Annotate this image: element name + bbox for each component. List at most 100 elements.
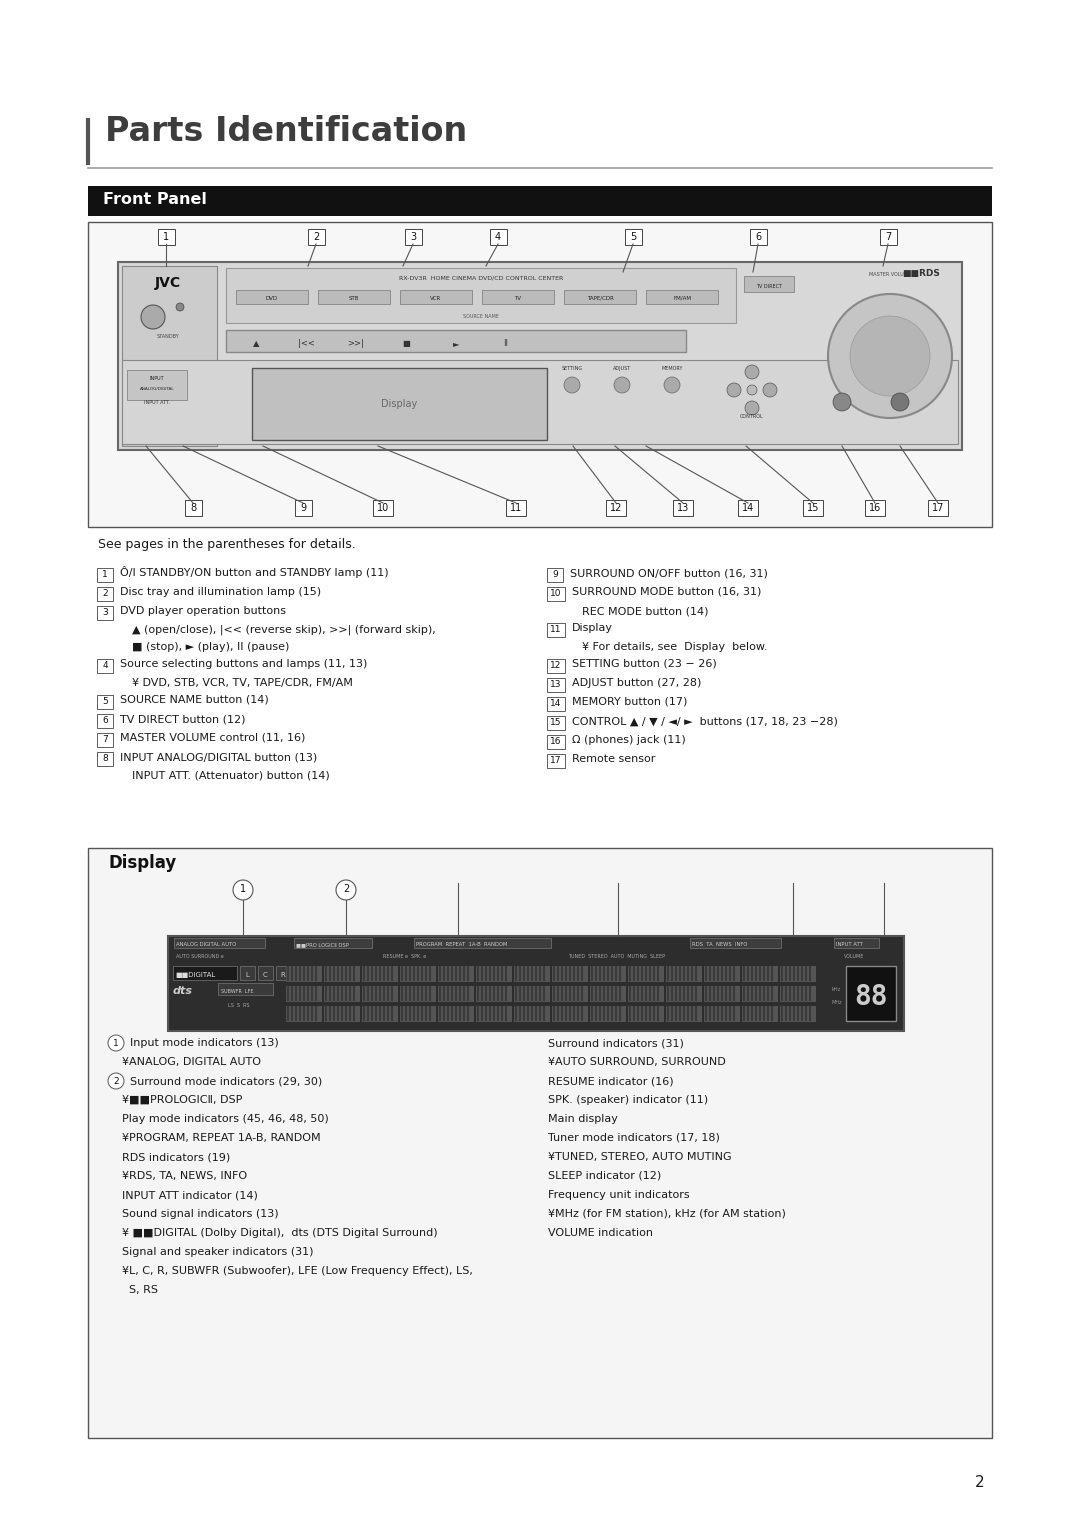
Text: 5: 5 bbox=[630, 232, 636, 242]
Circle shape bbox=[141, 304, 165, 329]
FancyBboxPatch shape bbox=[400, 1006, 436, 1021]
Text: Sound signal indicators (13): Sound signal indicators (13) bbox=[122, 1209, 279, 1219]
FancyBboxPatch shape bbox=[324, 986, 360, 1001]
Text: 17: 17 bbox=[550, 755, 562, 764]
Text: 2: 2 bbox=[975, 1475, 985, 1489]
Text: 10: 10 bbox=[550, 589, 562, 598]
Text: dts: dts bbox=[173, 986, 193, 995]
Text: L: L bbox=[245, 972, 248, 979]
FancyBboxPatch shape bbox=[405, 229, 422, 245]
Text: ¥■■PROLOGICⅡ, DSP: ¥■■PROLOGICⅡ, DSP bbox=[122, 1095, 242, 1105]
Text: 12: 12 bbox=[610, 503, 622, 514]
Text: ¥ ■■DIGITAL (Dolby Digital),  dts (DTS Digital Surround): ¥ ■■DIGITAL (Dolby Digital), dts (DTS Di… bbox=[122, 1228, 437, 1238]
Text: S, RS: S, RS bbox=[122, 1284, 158, 1295]
FancyBboxPatch shape bbox=[476, 1006, 512, 1021]
Text: ■■DIGITAL: ■■DIGITAL bbox=[175, 972, 215, 979]
Text: Play mode indicators (45, 46, 48, 50): Play mode indicators (45, 46, 48, 50) bbox=[122, 1115, 328, 1124]
Text: VCR: VCR bbox=[430, 297, 442, 301]
FancyBboxPatch shape bbox=[627, 986, 664, 1001]
FancyBboxPatch shape bbox=[627, 1006, 664, 1021]
Text: 1: 1 bbox=[103, 570, 108, 579]
Text: 15: 15 bbox=[807, 503, 820, 514]
Text: ►: ► bbox=[453, 339, 459, 349]
FancyBboxPatch shape bbox=[507, 500, 526, 515]
Text: SLEEP indicator (12): SLEEP indicator (12) bbox=[548, 1171, 661, 1180]
Text: TV: TV bbox=[514, 297, 522, 301]
Text: RESUME e  SPK. e: RESUME e SPK. e bbox=[383, 954, 427, 959]
FancyBboxPatch shape bbox=[158, 229, 175, 245]
Text: Ω (phones) jack (11): Ω (phones) jack (11) bbox=[572, 735, 686, 745]
FancyBboxPatch shape bbox=[666, 966, 702, 982]
Text: SPK. (speaker) indicator (11): SPK. (speaker) indicator (11) bbox=[548, 1095, 708, 1105]
FancyBboxPatch shape bbox=[744, 277, 794, 292]
FancyBboxPatch shape bbox=[324, 1006, 360, 1021]
FancyBboxPatch shape bbox=[546, 735, 565, 749]
FancyBboxPatch shape bbox=[218, 983, 273, 995]
Text: ■: ■ bbox=[402, 339, 410, 349]
Text: Display: Display bbox=[108, 855, 176, 872]
Text: Display: Display bbox=[572, 622, 613, 633]
Text: RDS indicators (19): RDS indicators (19) bbox=[122, 1151, 230, 1162]
FancyBboxPatch shape bbox=[780, 986, 816, 1001]
Text: Main display: Main display bbox=[548, 1115, 618, 1124]
Text: SOURCE NAME: SOURCE NAME bbox=[463, 313, 499, 320]
Text: ADJUST button (27, 28): ADJUST button (27, 28) bbox=[572, 677, 701, 688]
FancyBboxPatch shape bbox=[780, 966, 816, 982]
FancyBboxPatch shape bbox=[738, 500, 758, 515]
Text: ¥ANALOG, DIGITAL AUTO: ¥ANALOG, DIGITAL AUTO bbox=[122, 1057, 261, 1067]
Text: AUTO SURROUND e: AUTO SURROUND e bbox=[176, 954, 224, 959]
FancyBboxPatch shape bbox=[252, 368, 546, 440]
FancyBboxPatch shape bbox=[742, 966, 778, 982]
Circle shape bbox=[108, 1035, 124, 1050]
FancyBboxPatch shape bbox=[226, 268, 735, 323]
Text: Signal and speaker indicators (31): Signal and speaker indicators (31) bbox=[122, 1248, 313, 1257]
Text: STB: STB bbox=[349, 297, 360, 301]
FancyBboxPatch shape bbox=[258, 966, 273, 980]
Text: ANALOG DIGITAL AUTO: ANALOG DIGITAL AUTO bbox=[176, 942, 237, 946]
Text: 9: 9 bbox=[552, 570, 558, 579]
Text: 17: 17 bbox=[932, 503, 944, 514]
FancyBboxPatch shape bbox=[173, 966, 237, 980]
FancyBboxPatch shape bbox=[400, 986, 436, 1001]
FancyBboxPatch shape bbox=[564, 291, 636, 304]
Text: 14: 14 bbox=[551, 699, 562, 708]
FancyBboxPatch shape bbox=[482, 291, 554, 304]
FancyBboxPatch shape bbox=[400, 291, 472, 304]
FancyBboxPatch shape bbox=[97, 587, 113, 601]
FancyBboxPatch shape bbox=[97, 567, 113, 583]
FancyBboxPatch shape bbox=[646, 291, 718, 304]
FancyBboxPatch shape bbox=[690, 937, 782, 948]
Text: >>|: >>| bbox=[348, 339, 364, 349]
Text: 8: 8 bbox=[103, 754, 108, 763]
FancyBboxPatch shape bbox=[834, 937, 879, 948]
FancyBboxPatch shape bbox=[865, 500, 885, 515]
Text: 7: 7 bbox=[885, 232, 891, 242]
Text: kHz: kHz bbox=[832, 988, 841, 992]
Text: Front Panel: Front Panel bbox=[103, 193, 207, 206]
FancyBboxPatch shape bbox=[704, 986, 740, 1001]
Text: ¥TUNED, STEREO, AUTO MUTING: ¥TUNED, STEREO, AUTO MUTING bbox=[548, 1151, 731, 1162]
FancyBboxPatch shape bbox=[122, 359, 958, 443]
FancyBboxPatch shape bbox=[546, 587, 565, 601]
Circle shape bbox=[833, 393, 851, 411]
Text: ■■RDS: ■■RDS bbox=[902, 269, 940, 278]
FancyBboxPatch shape bbox=[846, 966, 896, 1021]
FancyBboxPatch shape bbox=[308, 229, 325, 245]
Text: II: II bbox=[503, 339, 509, 349]
Text: STANDBY: STANDBY bbox=[157, 333, 179, 339]
Text: Display: Display bbox=[381, 399, 417, 408]
Text: 12: 12 bbox=[551, 661, 562, 670]
Text: LS  S  RS: LS S RS bbox=[228, 1003, 249, 1008]
FancyBboxPatch shape bbox=[606, 500, 626, 515]
Text: 8: 8 bbox=[190, 503, 197, 514]
Text: RESUME indicator (16): RESUME indicator (16) bbox=[548, 1076, 674, 1086]
Text: PROGRAM  REPEAT  1A-B  RANDOM: PROGRAM REPEAT 1A-B RANDOM bbox=[416, 942, 508, 946]
Text: 16: 16 bbox=[869, 503, 881, 514]
Text: RX-DV3R  HOME CINEMA DVD/CD CONTROL CENTER: RX-DV3R HOME CINEMA DVD/CD CONTROL CENTE… bbox=[399, 277, 563, 281]
FancyBboxPatch shape bbox=[226, 330, 686, 352]
FancyBboxPatch shape bbox=[627, 966, 664, 982]
Text: ¥AUTO SURROUND, SURROUND: ¥AUTO SURROUND, SURROUND bbox=[548, 1057, 726, 1067]
FancyBboxPatch shape bbox=[546, 622, 565, 638]
Text: Frequency unit indicators: Frequency unit indicators bbox=[548, 1190, 690, 1200]
FancyBboxPatch shape bbox=[286, 966, 322, 982]
